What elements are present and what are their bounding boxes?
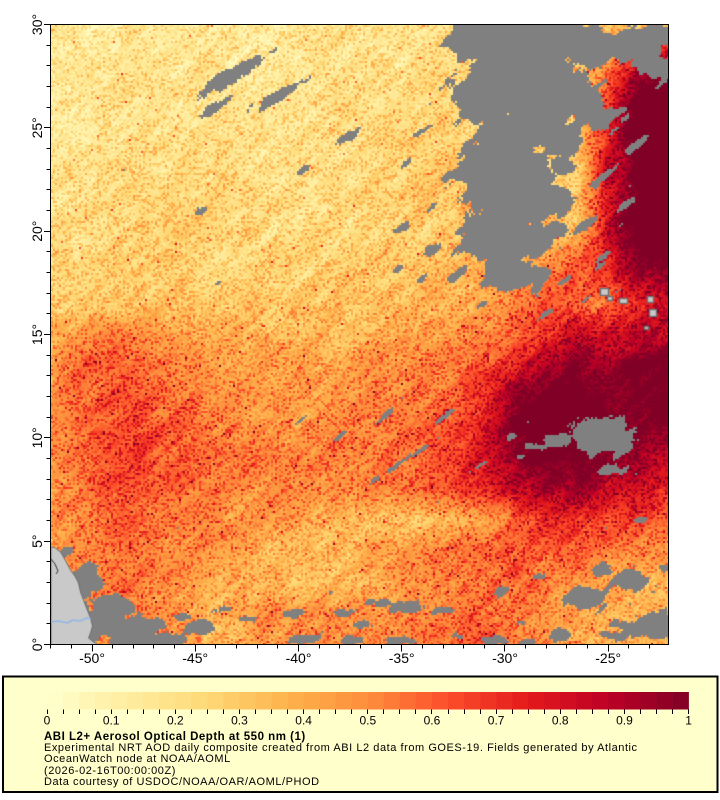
svg-text:10°: 10° xyxy=(29,427,45,448)
svg-text:0.3: 0.3 xyxy=(231,714,248,728)
svg-text:-25°: -25° xyxy=(595,650,621,666)
svg-text:5°: 5° xyxy=(29,535,45,548)
svg-text:30°: 30° xyxy=(29,14,45,35)
svg-text:15°: 15° xyxy=(29,324,45,345)
svg-text:0.5: 0.5 xyxy=(359,714,376,728)
svg-text:0: 0 xyxy=(44,714,51,728)
svg-text:-35°: -35° xyxy=(389,650,415,666)
svg-text:0.6: 0.6 xyxy=(424,714,441,728)
svg-text:20°: 20° xyxy=(29,221,45,242)
svg-text:-50°: -50° xyxy=(79,650,105,666)
svg-text:0°: 0° xyxy=(29,638,45,651)
svg-text:0.1: 0.1 xyxy=(103,714,120,728)
svg-text:25°: 25° xyxy=(29,117,45,138)
svg-text:-30°: -30° xyxy=(492,650,518,666)
svg-text:0.8: 0.8 xyxy=(552,714,569,728)
svg-text:0.2: 0.2 xyxy=(167,714,184,728)
svg-text:-45°: -45° xyxy=(182,650,208,666)
svg-text:0.9: 0.9 xyxy=(616,714,633,728)
svg-text:1: 1 xyxy=(685,714,692,728)
svg-text:0.4: 0.4 xyxy=(295,714,312,728)
svg-text:0.7: 0.7 xyxy=(488,714,505,728)
svg-text:-40°: -40° xyxy=(286,650,312,666)
